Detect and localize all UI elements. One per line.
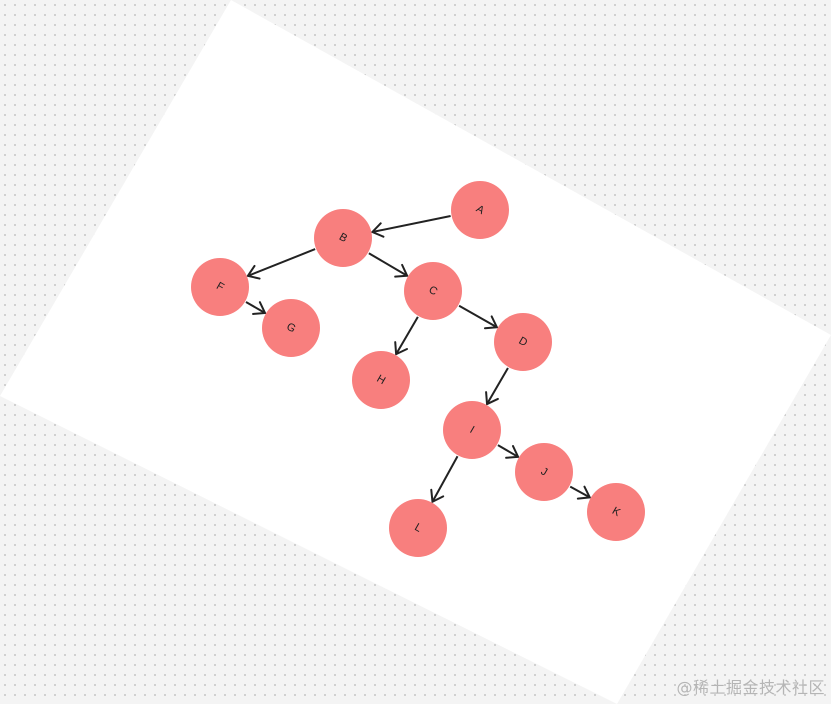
edge-line — [486, 367, 509, 405]
node-F[interactable]: F — [191, 258, 249, 316]
edge-arrowhead — [505, 445, 520, 459]
edge-A-B — [370, 215, 451, 238]
node-D[interactable]: D — [494, 313, 552, 371]
node-circle — [443, 401, 501, 459]
edge-line — [497, 444, 519, 458]
node-J[interactable]: J — [515, 443, 573, 501]
node-circle — [515, 443, 573, 501]
edge-line — [569, 485, 591, 499]
node-circle — [352, 351, 410, 409]
node-K[interactable]: K — [587, 483, 645, 541]
edge-I-L — [430, 455, 459, 504]
edge-arrowhead — [252, 301, 267, 315]
node-C[interactable]: C — [404, 262, 462, 320]
nodes-layer: A BCD FGH I J K L — [191, 181, 645, 557]
edge-line — [395, 316, 419, 355]
edge-arrowhead — [485, 391, 499, 406]
edge-line — [431, 455, 459, 503]
edge-C-H — [394, 316, 419, 356]
edges-layer — [245, 215, 592, 504]
edge-I-J — [497, 444, 520, 459]
edge-arrowhead — [576, 485, 592, 500]
edge-arrowhead — [483, 315, 499, 330]
node-I[interactable]: I — [443, 401, 501, 459]
edge-line — [458, 304, 498, 329]
edge-arrowhead — [430, 488, 445, 504]
node-L[interactable]: L — [389, 499, 447, 557]
node-circle — [191, 258, 249, 316]
node-B[interactable]: B — [314, 209, 372, 267]
edge-J-K — [569, 485, 592, 500]
edge-line — [245, 301, 266, 314]
node-label: I — [468, 424, 477, 436]
node-label: J — [539, 465, 550, 478]
node-circle — [389, 499, 447, 557]
node-circle — [587, 483, 645, 541]
node-circle — [494, 313, 552, 371]
node-circle — [451, 181, 509, 239]
node-circle — [314, 209, 372, 267]
node-G[interactable]: G — [262, 299, 320, 357]
node-A[interactable]: A — [451, 181, 509, 239]
edge-arrowhead — [394, 263, 409, 278]
edge-line — [368, 252, 408, 277]
edge-C-D — [458, 304, 499, 330]
edge-B-F — [246, 248, 316, 280]
edge-line — [372, 215, 451, 233]
node-circle — [404, 262, 462, 320]
edge-arrowhead — [370, 222, 385, 238]
node-label: L — [412, 521, 423, 534]
watermark-text: @稀土掘金技术社区 — [676, 678, 825, 697]
node-H[interactable]: H — [352, 351, 410, 409]
edge-line — [247, 248, 316, 277]
edge-arrowhead — [394, 341, 409, 356]
edge-F-G — [245, 301, 267, 315]
node-circle — [262, 299, 320, 357]
edge-arrowhead — [246, 264, 261, 280]
edge-D-I — [485, 367, 509, 406]
edge-B-C — [368, 252, 409, 278]
